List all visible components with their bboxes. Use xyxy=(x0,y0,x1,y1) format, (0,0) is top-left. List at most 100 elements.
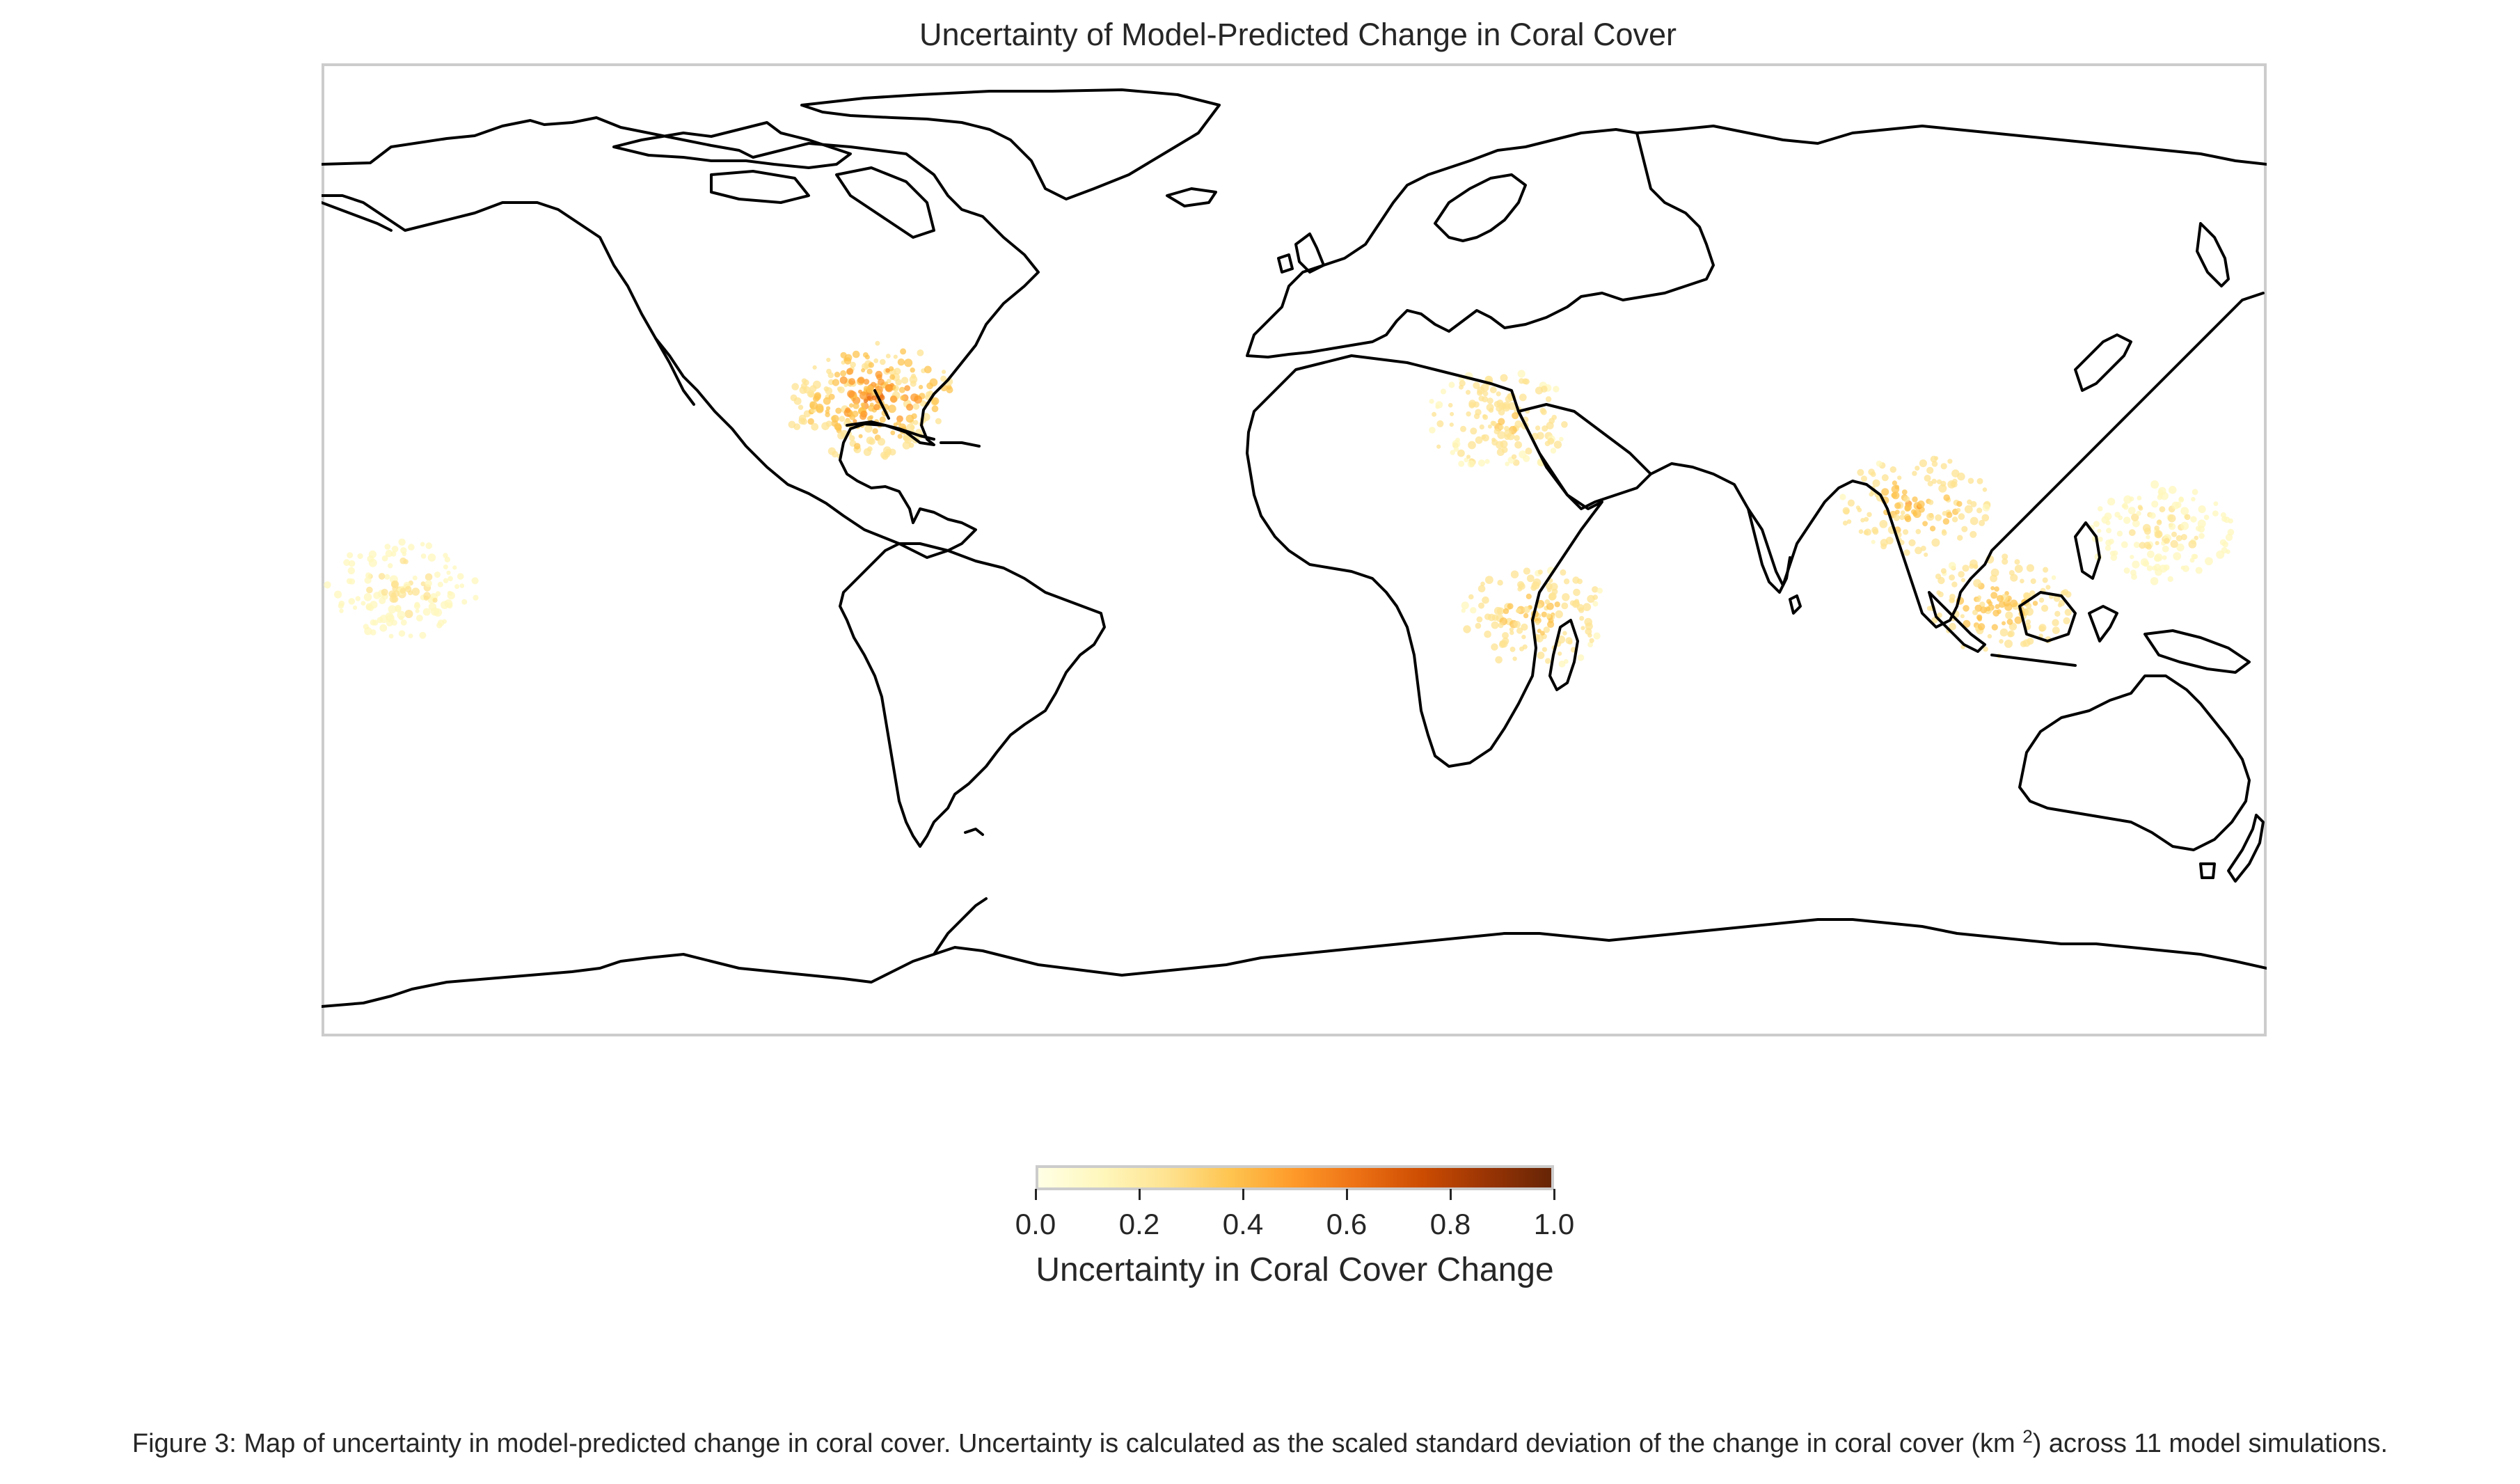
uncertainty-point xyxy=(446,602,453,609)
uncertainty-point xyxy=(425,580,432,587)
uncertainty-point xyxy=(1463,625,1471,633)
colorbar-tick-label: 0.2 xyxy=(1118,1208,1160,1240)
uncertainty-point xyxy=(1540,631,1545,636)
uncertainty-point xyxy=(1587,633,1592,638)
uncertainty-point xyxy=(2010,599,2018,608)
uncertainty-point xyxy=(2002,558,2008,565)
uncertainty-point xyxy=(1596,587,1603,594)
uncertainty-point xyxy=(1464,457,1469,463)
uncertainty-point xyxy=(2027,638,2034,645)
coastline-arctic-islands xyxy=(612,121,852,169)
uncertainty-point xyxy=(386,619,393,626)
uncertainty-point xyxy=(1511,454,1517,459)
uncertainty-point xyxy=(885,354,891,358)
uncertainty-point xyxy=(2180,534,2187,541)
uncertainty-point xyxy=(866,368,873,374)
uncertainty-point xyxy=(1963,605,1970,612)
uncertainty-point xyxy=(1498,622,1504,629)
uncertainty-point xyxy=(1482,414,1487,418)
uncertainty-point xyxy=(1553,386,1560,393)
uncertainty-point xyxy=(931,405,939,413)
uncertainty-point xyxy=(918,384,924,390)
uncertainty-point xyxy=(1550,583,1558,591)
uncertainty-point xyxy=(2142,523,2151,532)
uncertainty-point xyxy=(1592,586,1599,593)
uncertainty-point xyxy=(1475,436,1483,444)
uncertainty-point xyxy=(2162,545,2169,553)
uncertainty-point xyxy=(2150,577,2159,585)
uncertainty-point xyxy=(940,375,947,382)
uncertainty-point xyxy=(1585,622,1593,631)
coastline-india xyxy=(1747,507,1791,594)
uncertainty-point xyxy=(343,559,351,567)
uncertainty-point xyxy=(868,404,875,412)
uncertainty-point xyxy=(1956,500,1963,507)
uncertainty-point xyxy=(1453,446,1459,452)
uncertainty-point xyxy=(2219,539,2227,546)
uncertainty-point xyxy=(2105,545,2111,551)
uncertainty-point xyxy=(905,414,914,423)
uncertainty-point xyxy=(441,601,449,610)
uncertainty-point xyxy=(1519,450,1527,459)
uncertainty-point xyxy=(875,340,880,346)
uncertainty-point xyxy=(1967,477,1974,484)
colorbar xyxy=(1036,1165,1554,1190)
uncertainty-point xyxy=(1536,432,1544,440)
uncertainty-point xyxy=(1531,581,1540,590)
uncertainty-point xyxy=(1847,499,1855,507)
uncertainty-point xyxy=(1486,403,1494,411)
uncertainty-point xyxy=(357,553,363,560)
uncertainty-point xyxy=(904,358,913,368)
uncertainty-point xyxy=(1973,578,1982,587)
uncertainty-point xyxy=(860,402,865,407)
uncertainty-point xyxy=(896,420,901,426)
uncertainty-point xyxy=(1512,412,1519,420)
uncertainty-point xyxy=(2132,519,2140,528)
uncertainty-point xyxy=(1881,474,1889,482)
uncertainty-point xyxy=(1905,515,1912,523)
colorbar-tick-label: 0.6 xyxy=(1326,1208,1368,1240)
coastline-africa xyxy=(1246,354,1603,768)
uncertainty-point xyxy=(2038,625,2045,632)
uncertainty-point xyxy=(889,395,898,403)
uncertainty-point xyxy=(2198,505,2206,514)
uncertainty-point xyxy=(398,630,406,637)
uncertainty-point xyxy=(1436,420,1444,427)
uncertainty-point xyxy=(894,368,901,375)
uncertainty-point xyxy=(1466,455,1471,459)
uncertainty-point xyxy=(2064,608,2072,616)
uncertainty-point xyxy=(2038,597,2045,603)
uncertainty-point xyxy=(388,605,397,614)
uncertainty-point xyxy=(878,378,885,386)
uncertainty-point xyxy=(1892,480,1897,486)
coastline-new-guinea xyxy=(2143,629,2251,674)
uncertainty-point xyxy=(402,551,406,556)
uncertainty-point xyxy=(848,378,856,386)
uncertainty-point xyxy=(430,607,439,616)
uncertainty-point xyxy=(1526,593,1532,600)
uncertainty-point xyxy=(843,357,852,365)
uncertainty-point xyxy=(863,398,869,403)
uncertainty-point xyxy=(1908,539,1916,546)
uncertainty-point xyxy=(385,549,393,558)
uncertainty-point xyxy=(416,615,423,622)
uncertainty-point xyxy=(889,374,896,380)
uncertainty-point xyxy=(1517,370,1526,378)
uncertainty-point xyxy=(873,358,879,363)
uncertainty-point xyxy=(419,631,427,639)
uncertainty-point xyxy=(420,542,425,547)
uncertainty-point xyxy=(1559,436,1564,442)
uncertainty-point xyxy=(1839,494,1846,500)
uncertainty-point xyxy=(897,434,903,439)
uncertainty-point xyxy=(2043,567,2049,573)
uncertainty-point xyxy=(1543,626,1550,633)
uncertainty-point xyxy=(384,544,391,550)
uncertainty-point xyxy=(366,586,373,594)
uncertainty-point xyxy=(2097,506,2103,512)
uncertainty-point xyxy=(2157,489,2164,496)
uncertainty-point xyxy=(1504,429,1512,438)
uncertainty-point xyxy=(872,428,878,434)
uncertainty-point xyxy=(1979,519,1986,526)
uncertainty-point xyxy=(2041,604,2049,613)
uncertainty-point xyxy=(893,354,898,359)
